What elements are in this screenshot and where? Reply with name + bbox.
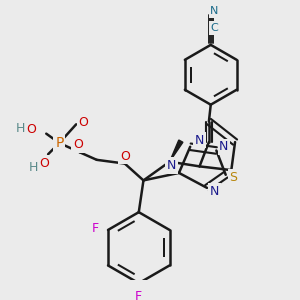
Polygon shape — [169, 140, 183, 162]
Text: N: N — [219, 140, 229, 153]
Text: O: O — [79, 116, 88, 129]
Text: H: H — [15, 122, 25, 135]
Text: F: F — [92, 222, 98, 235]
Text: N: N — [210, 185, 219, 198]
Text: F: F — [135, 290, 142, 300]
Text: C: C — [211, 23, 218, 33]
Text: N: N — [210, 6, 219, 16]
Text: O: O — [120, 150, 130, 163]
Text: P: P — [55, 136, 64, 150]
Text: O: O — [73, 138, 83, 152]
Text: S: S — [229, 171, 237, 184]
Text: O: O — [39, 157, 49, 170]
Text: H: H — [28, 161, 38, 174]
Text: N: N — [167, 159, 176, 172]
Text: O: O — [26, 123, 36, 136]
Text: N: N — [195, 134, 204, 147]
